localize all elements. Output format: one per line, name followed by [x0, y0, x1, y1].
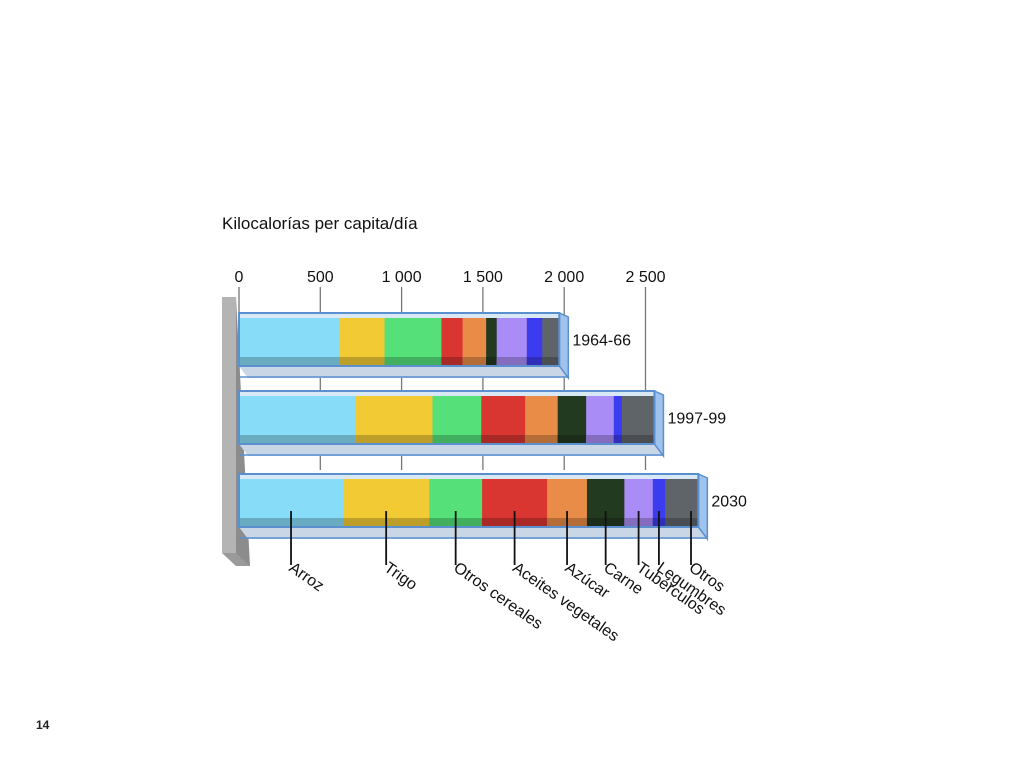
- chart-title: Kilocalorías per capita/día: [222, 214, 418, 233]
- category-labels: 1964-66 1997-99 2030: [572, 333, 747, 511]
- bar-group: [238, 389, 665, 459]
- series-label: Arroz: [286, 559, 327, 595]
- bar-segment-shadow: [239, 357, 340, 366]
- bar-segment-shadow: [621, 435, 655, 444]
- x-tick-label: 1 000: [382, 269, 422, 286]
- bar-top-highlight: [239, 391, 655, 396]
- x-tick-label: 1 500: [463, 269, 503, 286]
- category-label: 1964-66: [572, 333, 631, 350]
- x-tick-labels: 0 500 1 000 1 500 2 000 2 500: [235, 269, 666, 286]
- bar-segment-shadow: [526, 357, 543, 366]
- bar-outline: [238, 473, 700, 528]
- bar-segment: [486, 317, 498, 366]
- bar-segment: [542, 317, 560, 366]
- bar-segment: [526, 317, 543, 366]
- bar-segment-shadow: [239, 435, 356, 444]
- bar-segment-shadow: [462, 357, 487, 366]
- x-tick-label: 500: [307, 269, 334, 286]
- x-tick-label: 2 000: [544, 269, 584, 286]
- category-label: 2030: [711, 494, 747, 511]
- bar-end-cap: [697, 472, 709, 542]
- bar-group: [238, 472, 709, 542]
- bar-segment-shadow: [496, 357, 528, 366]
- bar-depth-bottom: [239, 366, 569, 378]
- bar-segment: [652, 478, 666, 527]
- base-axis-foot: [222, 553, 250, 566]
- bar-segment-shadow: [384, 357, 442, 366]
- bar-segment: [613, 395, 623, 444]
- bar-depth-bottom: [239, 527, 708, 539]
- page-number: 14: [36, 718, 50, 732]
- bar-end-cap: [558, 311, 570, 381]
- bar-segment-shadow: [441, 357, 463, 366]
- bar-segment-shadow: [486, 357, 498, 366]
- bar-group: [238, 311, 570, 381]
- bar-outline: [238, 390, 656, 445]
- series-label: Trigo: [381, 559, 420, 594]
- bar-segment-shadow: [525, 435, 559, 444]
- bar-segment-shadow: [432, 435, 482, 444]
- bar-segment-shadow: [557, 435, 587, 444]
- bar-segment-shadow: [355, 435, 433, 444]
- bar-segment-shadow: [613, 435, 623, 444]
- x-tick-label: 0: [235, 269, 244, 286]
- bar-segment-shadow: [542, 357, 560, 366]
- bar-segment: [462, 317, 487, 366]
- bar-segment: [441, 317, 463, 366]
- bar-top-highlight: [239, 313, 560, 318]
- bar-groups: [238, 311, 709, 542]
- bar-top-highlight: [239, 474, 699, 479]
- bar-segment-shadow: [665, 518, 699, 527]
- bar-segment-shadow: [586, 435, 615, 444]
- bar-end-cap: [653, 389, 665, 459]
- base-axis-face: [222, 297, 236, 553]
- bar-depth-bottom: [239, 444, 664, 456]
- category-label: 1997-99: [667, 411, 726, 428]
- bar-segment-shadow: [338, 357, 385, 366]
- bar-outline: [238, 312, 561, 367]
- x-tick-label: 2 500: [625, 269, 665, 286]
- stacked-bar-chart: Kilocalorías per capita/día 0 500 1 000 1 5…: [222, 214, 747, 645]
- bar-segment-shadow: [481, 435, 526, 444]
